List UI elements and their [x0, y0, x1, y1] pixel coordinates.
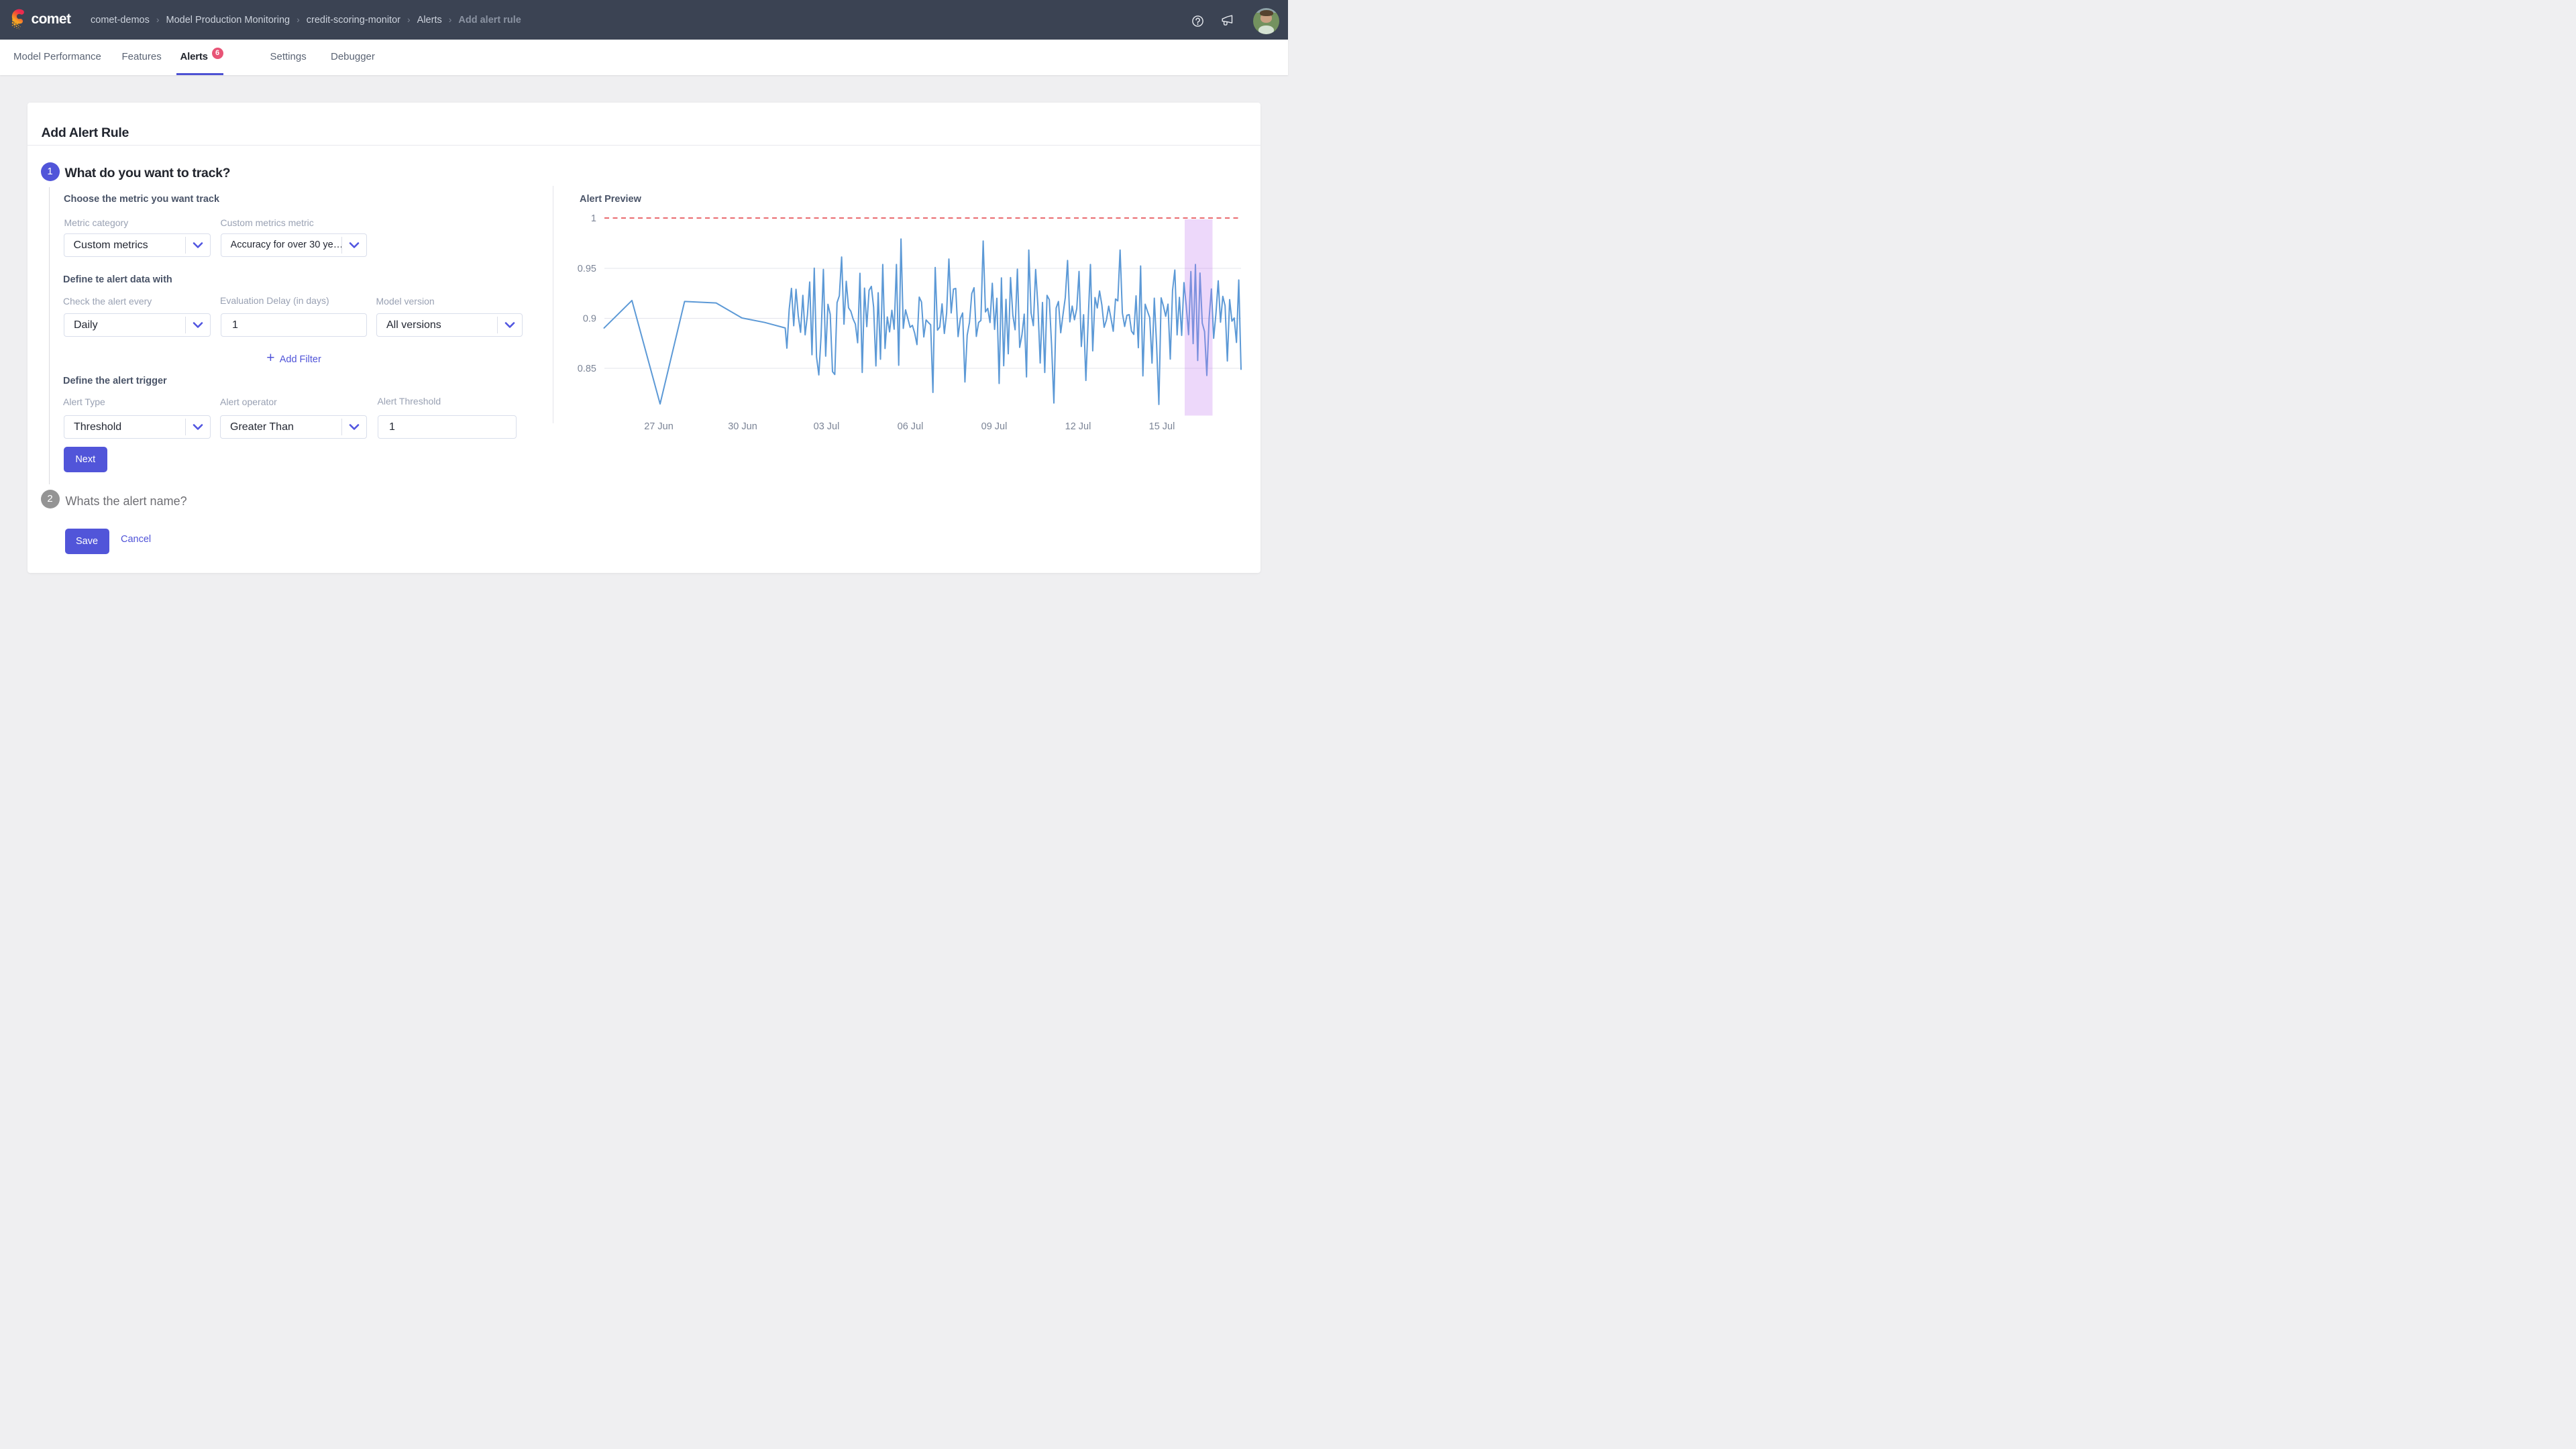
- svg-text:1: 1: [591, 213, 596, 224]
- svg-text:0.9: 0.9: [583, 314, 596, 325]
- svg-text:0.95: 0.95: [578, 264, 596, 274]
- svg-text:15 Jul: 15 Jul: [1149, 421, 1175, 432]
- svg-text:27 Jun: 27 Jun: [644, 421, 674, 432]
- svg-text:12 Jul: 12 Jul: [1065, 421, 1091, 432]
- svg-text:0.85: 0.85: [578, 364, 596, 374]
- svg-text:03 Jul: 03 Jul: [814, 421, 840, 432]
- svg-text:06 Jul: 06 Jul: [898, 421, 924, 432]
- svg-text:09 Jul: 09 Jul: [981, 421, 1008, 432]
- svg-text:30 Jun: 30 Jun: [728, 421, 757, 432]
